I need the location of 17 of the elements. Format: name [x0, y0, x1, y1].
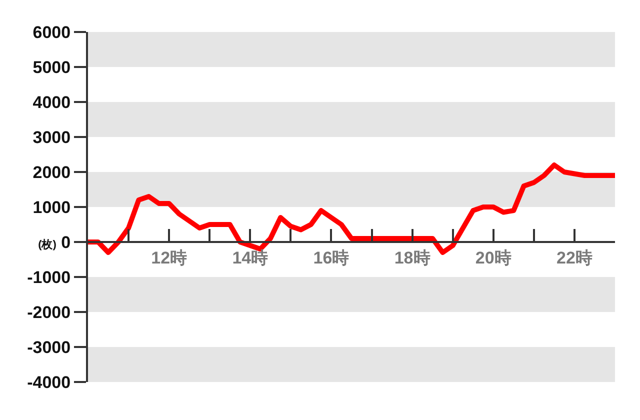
- x-tick-label: 14時: [232, 248, 268, 268]
- y-tick-label: 5000: [32, 58, 71, 77]
- y-tick-label: 3000: [32, 128, 71, 147]
- y-tick-label: 1000: [32, 198, 71, 217]
- y-tick-label: 2000: [32, 162, 71, 182]
- y-tick-label: -2000: [27, 302, 71, 322]
- y-tick-label: 6000: [32, 22, 71, 42]
- x-tick-label: 12時: [151, 248, 188, 268]
- y-tick-label: -1000: [27, 268, 71, 287]
- x-tick-label: 18時: [394, 248, 430, 268]
- x-tick-label: 20時: [475, 248, 512, 268]
- y-tick-label: -4000: [27, 372, 71, 392]
- x-tick-label: 22時: [556, 248, 592, 268]
- x-tick-label: 16時: [313, 248, 350, 268]
- y-tick-label: 4000: [32, 92, 71, 112]
- y-tick-label: (枚) 0: [38, 232, 71, 252]
- y-tick-label: -3000: [27, 338, 71, 357]
